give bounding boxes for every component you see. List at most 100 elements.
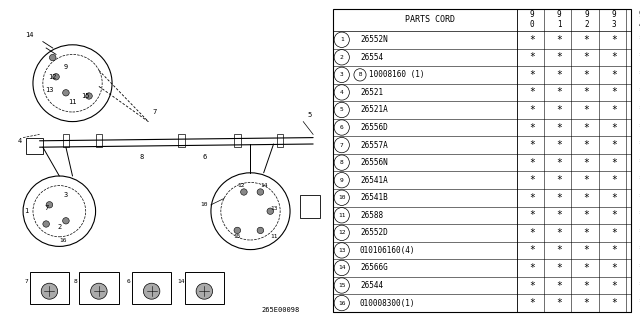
- Bar: [63, 134, 69, 147]
- Text: *: *: [556, 123, 562, 132]
- Text: 14: 14: [177, 279, 185, 284]
- Text: *: *: [638, 140, 640, 150]
- Text: 7: 7: [44, 205, 48, 211]
- Text: *: *: [638, 245, 640, 255]
- Text: 26554: 26554: [360, 53, 383, 62]
- Text: *: *: [556, 281, 562, 291]
- Bar: [95, 134, 102, 147]
- Text: *: *: [611, 87, 617, 97]
- Circle shape: [257, 227, 264, 234]
- Bar: [277, 134, 284, 147]
- Text: 15: 15: [338, 283, 346, 288]
- Circle shape: [43, 221, 49, 227]
- Text: 6: 6: [340, 125, 344, 130]
- Bar: [79, 272, 118, 304]
- Text: *: *: [556, 228, 562, 238]
- Text: *: *: [638, 175, 640, 185]
- Text: *: *: [529, 263, 534, 273]
- Text: 15: 15: [234, 234, 241, 239]
- Text: 010008300(1): 010008300(1): [360, 299, 415, 308]
- Text: *: *: [584, 52, 589, 62]
- Text: 6: 6: [127, 279, 131, 284]
- Text: *: *: [556, 158, 562, 168]
- Text: PARTS CORD: PARTS CORD: [405, 15, 455, 24]
- Text: *: *: [584, 35, 589, 45]
- Text: 26552N: 26552N: [360, 35, 388, 44]
- Circle shape: [143, 283, 160, 299]
- Text: *: *: [611, 228, 617, 238]
- Text: 16: 16: [59, 237, 67, 243]
- Text: 265E00098: 265E00098: [261, 308, 300, 313]
- Bar: [184, 272, 224, 304]
- Text: *: *: [611, 245, 617, 255]
- Text: 14: 14: [26, 32, 34, 38]
- Text: *: *: [529, 175, 534, 185]
- Text: *: *: [611, 298, 617, 308]
- Text: *: *: [556, 52, 562, 62]
- Bar: [178, 134, 184, 147]
- Text: *: *: [638, 281, 640, 291]
- Text: *: *: [584, 123, 589, 132]
- Text: *: *: [529, 105, 534, 115]
- Text: *: *: [556, 175, 562, 185]
- Circle shape: [267, 208, 273, 214]
- Circle shape: [241, 189, 247, 195]
- Text: 7: 7: [24, 279, 28, 284]
- Text: *: *: [556, 245, 562, 255]
- Text: 26566G: 26566G: [360, 263, 388, 272]
- Text: *: *: [638, 87, 640, 97]
- Text: 12: 12: [338, 230, 346, 235]
- Circle shape: [46, 202, 52, 208]
- Text: *: *: [584, 298, 589, 308]
- Text: *: *: [611, 70, 617, 80]
- Text: *: *: [556, 105, 562, 115]
- Text: *: *: [529, 87, 534, 97]
- Text: 11: 11: [338, 213, 346, 218]
- Text: *: *: [556, 193, 562, 203]
- Text: *: *: [556, 140, 562, 150]
- Circle shape: [86, 93, 92, 99]
- Text: 26541B: 26541B: [360, 193, 388, 202]
- Text: 26556D: 26556D: [360, 123, 388, 132]
- Text: 9: 9: [64, 64, 68, 70]
- Text: 16: 16: [338, 300, 346, 306]
- Text: 13: 13: [45, 87, 54, 92]
- Text: 12: 12: [237, 183, 244, 188]
- Text: 26588: 26588: [360, 211, 383, 220]
- Text: 8: 8: [340, 160, 344, 165]
- Text: *: *: [529, 210, 534, 220]
- Circle shape: [91, 283, 107, 299]
- Text: *: *: [584, 281, 589, 291]
- Text: *: *: [611, 105, 617, 115]
- Text: 8: 8: [74, 279, 77, 284]
- Text: 26541A: 26541A: [360, 176, 388, 185]
- Text: *: *: [638, 210, 640, 220]
- Text: 3: 3: [340, 72, 344, 77]
- Text: *: *: [584, 263, 589, 273]
- Text: 10: 10: [200, 202, 208, 207]
- Text: 9
3: 9 3: [612, 10, 616, 29]
- Text: *: *: [529, 35, 534, 45]
- Text: *: *: [638, 298, 640, 308]
- Text: *: *: [584, 87, 589, 97]
- Text: *: *: [529, 228, 534, 238]
- Text: 6: 6: [202, 154, 207, 160]
- Text: *: *: [638, 228, 640, 238]
- Text: *: *: [529, 140, 534, 150]
- Text: 7: 7: [153, 109, 157, 115]
- Text: 26552D: 26552D: [360, 228, 388, 237]
- Text: *: *: [611, 123, 617, 132]
- Text: 10008160 (1): 10008160 (1): [369, 70, 424, 79]
- Text: 2: 2: [57, 224, 61, 230]
- Text: *: *: [638, 52, 640, 62]
- Text: *: *: [584, 210, 589, 220]
- Text: *: *: [638, 158, 640, 168]
- Text: *: *: [556, 263, 562, 273]
- Text: 11: 11: [68, 100, 77, 105]
- Text: *: *: [556, 87, 562, 97]
- Text: *: *: [529, 298, 534, 308]
- Text: *: *: [611, 210, 617, 220]
- Text: 26544: 26544: [360, 281, 383, 290]
- Circle shape: [41, 283, 58, 299]
- Text: *: *: [611, 52, 617, 62]
